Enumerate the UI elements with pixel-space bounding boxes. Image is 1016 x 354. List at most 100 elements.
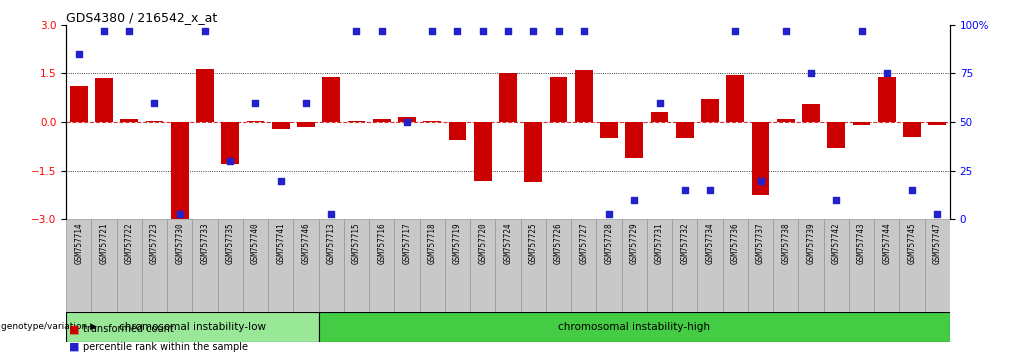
Bar	[726, 75, 744, 122]
Bar	[319, 219, 343, 312]
Bar	[803, 104, 820, 122]
Bar	[449, 122, 466, 140]
Bar	[398, 117, 416, 122]
Bar	[294, 219, 319, 312]
Bar	[117, 219, 142, 312]
Text: GSM757717: GSM757717	[402, 222, 411, 264]
Text: GSM757727: GSM757727	[579, 222, 588, 264]
Text: GSM757725: GSM757725	[528, 222, 537, 264]
Text: GSM757742: GSM757742	[832, 222, 841, 264]
Bar	[217, 219, 243, 312]
Bar	[91, 219, 117, 312]
Bar	[167, 219, 192, 312]
Bar	[171, 122, 189, 219]
Text: GSM757721: GSM757721	[100, 222, 109, 264]
Bar	[473, 122, 492, 181]
Bar	[752, 122, 769, 195]
Point	[702, 188, 718, 193]
Text: GSM757732: GSM757732	[681, 222, 689, 264]
Text: GSM757728: GSM757728	[605, 222, 614, 264]
Point	[828, 197, 844, 203]
Bar	[626, 122, 643, 158]
Bar	[622, 219, 647, 312]
Bar	[70, 86, 87, 122]
Point	[197, 28, 213, 33]
Text: GSM757722: GSM757722	[125, 222, 134, 264]
Bar	[268, 219, 294, 312]
Text: chromosomal instability-low: chromosomal instability-low	[119, 321, 266, 332]
Text: GSM757746: GSM757746	[302, 222, 311, 264]
Bar	[343, 219, 369, 312]
Text: GSM757718: GSM757718	[428, 222, 437, 264]
Point	[70, 51, 86, 57]
Bar	[546, 219, 571, 312]
Bar	[221, 122, 239, 164]
Bar	[424, 120, 441, 122]
Bar	[322, 77, 340, 122]
Bar	[247, 121, 264, 122]
Text: GSM757735: GSM757735	[226, 222, 235, 264]
Point	[626, 197, 642, 203]
Text: genotype/variation ▶: genotype/variation ▶	[1, 322, 97, 331]
Bar	[145, 120, 164, 122]
Point	[930, 211, 946, 217]
Point	[576, 28, 592, 33]
Bar	[647, 219, 673, 312]
Bar	[748, 219, 773, 312]
Bar	[676, 122, 694, 138]
Text: GSM757745: GSM757745	[907, 222, 916, 264]
Bar	[445, 219, 470, 312]
Bar	[852, 122, 871, 125]
Bar	[773, 219, 799, 312]
Bar	[394, 219, 420, 312]
Point	[323, 211, 339, 217]
Text: GSM757731: GSM757731	[655, 222, 664, 264]
Point	[272, 178, 289, 183]
Bar	[520, 219, 546, 312]
Text: GSM757740: GSM757740	[251, 222, 260, 264]
Text: GDS4380 / 216542_x_at: GDS4380 / 216542_x_at	[66, 11, 217, 24]
Point	[777, 28, 793, 33]
Bar	[929, 122, 946, 125]
Bar	[369, 219, 394, 312]
Point	[600, 211, 617, 217]
Text: transformed count: transformed count	[83, 324, 174, 334]
Text: GSM757734: GSM757734	[705, 222, 714, 264]
Bar	[777, 119, 795, 122]
Bar	[650, 113, 669, 122]
Bar	[575, 70, 592, 122]
Point	[449, 28, 465, 33]
Bar	[571, 219, 596, 312]
Text: GSM757743: GSM757743	[858, 222, 866, 264]
Bar	[596, 219, 622, 312]
Point	[525, 28, 542, 33]
Point	[146, 100, 163, 105]
Point	[374, 28, 390, 33]
Text: chromosomal instability-high: chromosomal instability-high	[558, 321, 710, 332]
Point	[172, 211, 188, 217]
Bar	[827, 122, 845, 148]
Text: GSM757716: GSM757716	[377, 222, 386, 264]
Text: GSM757723: GSM757723	[150, 222, 158, 264]
Point	[96, 28, 112, 33]
Bar	[420, 219, 445, 312]
Bar	[550, 77, 567, 122]
Point	[121, 28, 137, 33]
Bar	[192, 219, 217, 312]
Point	[727, 28, 744, 33]
Point	[223, 158, 239, 164]
Point	[904, 188, 920, 193]
Bar	[120, 119, 138, 122]
Bar	[874, 219, 899, 312]
Text: GSM757737: GSM757737	[756, 222, 765, 264]
Text: GSM757738: GSM757738	[781, 222, 790, 264]
Bar	[272, 122, 290, 129]
Text: GSM757729: GSM757729	[630, 222, 639, 264]
Point	[651, 100, 668, 105]
Text: GSM757715: GSM757715	[352, 222, 361, 264]
Point	[500, 28, 516, 33]
Bar	[925, 219, 950, 312]
Bar	[499, 73, 517, 122]
Point	[348, 28, 365, 33]
Text: GSM757713: GSM757713	[327, 222, 335, 264]
